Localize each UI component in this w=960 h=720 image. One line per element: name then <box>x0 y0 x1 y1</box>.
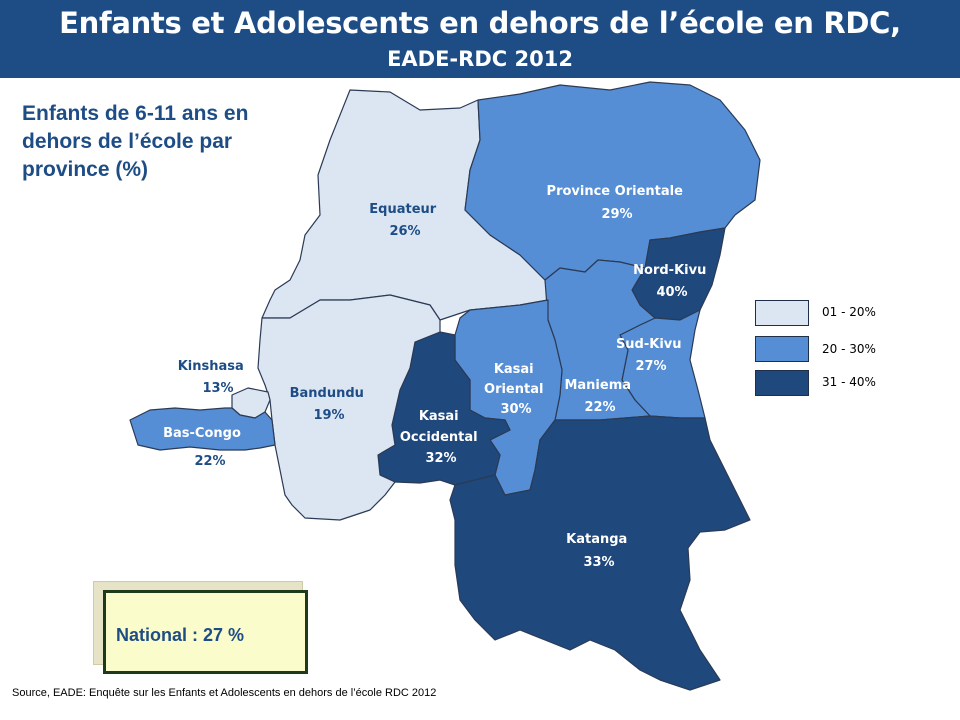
label-equateur: Equateur 26% <box>369 202 440 239</box>
subtitle-line-2: dehors de l’école par <box>22 130 233 153</box>
label-kasai-occidental-value: 32% <box>425 451 456 466</box>
legend-swatch-mid <box>755 336 809 362</box>
title-survey: EADE-RDC 2012 <box>387 47 573 71</box>
label-nord-kivu-name: Nord-Kivu <box>633 263 706 278</box>
subtitle-line-3: province (%) <box>22 158 149 181</box>
province-bas-congo <box>129 407 276 451</box>
label-nord-kivu: Nord-Kivu 40% <box>633 263 711 300</box>
label-maniema-value: 22% <box>584 400 615 415</box>
subtitle-line-1: Enfants de 6-11 ans en <box>22 102 249 125</box>
label-province-orientale-name: Province Orientale <box>547 184 684 199</box>
legend-swatch-high <box>755 370 809 396</box>
province-katanga <box>449 415 751 691</box>
national-rate: National : 27 % <box>116 625 245 645</box>
label-kasai-oriental-value: 30% <box>500 402 531 417</box>
legend-label-high: 31 - 40% <box>822 375 876 389</box>
label-bandundu: Bandundu 19% <box>290 386 369 423</box>
legend-swatch-low <box>755 300 809 326</box>
label-kasai-oriental-name-1: Kasai <box>494 362 534 377</box>
label-sud-kivu-value: 27% <box>635 359 666 374</box>
label-bas-congo-value: 22% <box>194 454 225 469</box>
legend-label-mid: 20 - 30% <box>822 342 876 356</box>
label-katanga-value: 33% <box>583 555 614 570</box>
label-nord-kivu-value: 40% <box>656 285 687 300</box>
label-bas-congo-name: Bas-Congo <box>163 426 241 441</box>
title-bar: Enfants et Adolescents en dehors de l’éc… <box>0 0 960 78</box>
map-subtitle: Enfants de 6-11 ans en dehors de l’école… <box>22 100 322 184</box>
label-kasai-occidental-name-1: Kasai <box>419 409 459 424</box>
label-bandundu-name: Bandundu <box>290 386 364 401</box>
label-kasai-occidental-name-2: Occidental <box>400 430 478 445</box>
label-bandundu-value: 19% <box>313 408 344 423</box>
source-note: Source, EADE: Enquête sur les Enfants et… <box>12 687 437 699</box>
label-bas-congo: Bas-Congo <box>163 426 241 441</box>
label-kasai-oriental-name-2: Oriental <box>484 382 543 397</box>
label-maniema: Maniema 22% <box>564 378 635 415</box>
label-kinshasa-value: 13% <box>202 381 233 396</box>
label-kasai-oriental: Kasai Oriental 30% <box>484 362 548 417</box>
label-kinshasa-name: Kinshasa <box>178 359 244 374</box>
label-katanga-name: Katanga <box>566 532 627 547</box>
national-box: National : 27 % <box>103 590 308 674</box>
label-kasai-occidental: Kasai Occidental 32% <box>400 409 482 466</box>
label-sud-kivu: Sud-Kivu 27% <box>616 337 686 374</box>
label-equateur-value: 26% <box>389 224 420 239</box>
label-kinshasa: Kinshasa 13% <box>178 359 249 396</box>
label-province-orientale-value: 29% <box>601 207 632 222</box>
label-equateur-name: Equateur <box>369 202 436 217</box>
label-maniema-name: Maniema <box>564 378 631 393</box>
title: Enfants et Adolescents en dehors de l’éc… <box>59 6 901 40</box>
label-province-orientale: Province Orientale 29% <box>547 184 688 222</box>
label-sud-kivu-name: Sud-Kivu <box>616 337 682 352</box>
legend-label-low: 01 - 20% <box>822 305 876 319</box>
label-katanga: Katanga 33% <box>566 532 632 570</box>
